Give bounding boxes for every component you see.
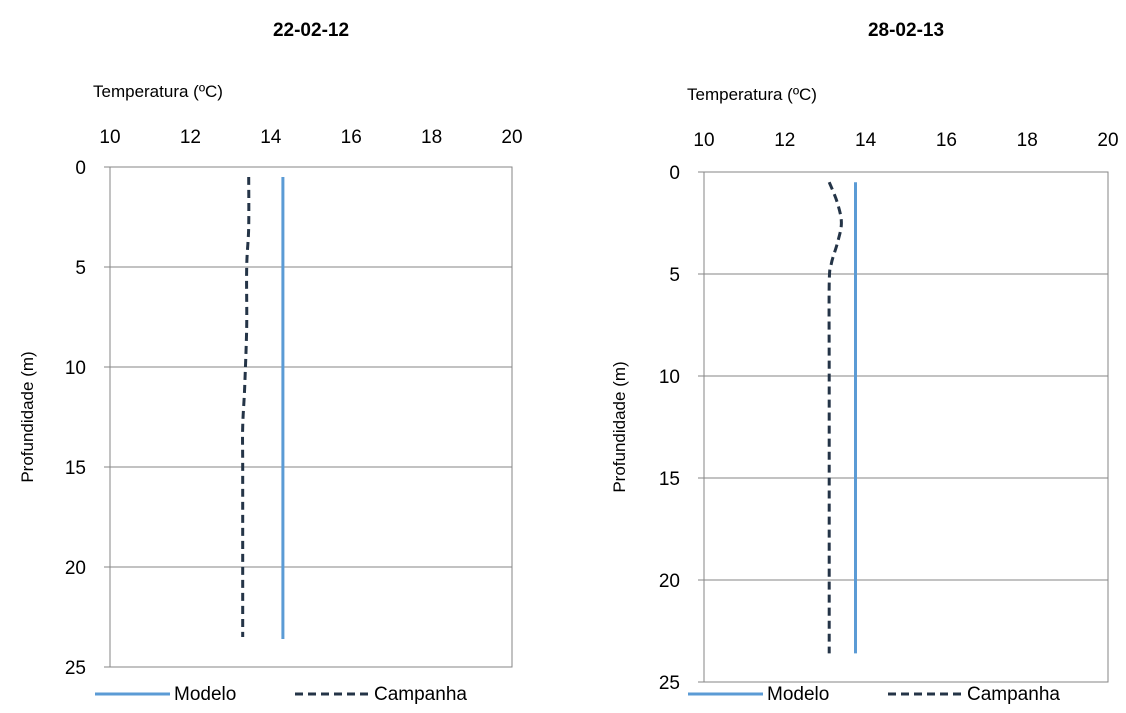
x-tick-label: 20 [1097,130,1118,151]
x-axis-title: Temperatura (ºC) [93,82,223,101]
y-tick-label: 0 [669,163,680,184]
y-tick-label: 0 [75,158,86,179]
x-tick-label: 12 [180,127,201,148]
x-tick-label: 16 [936,130,957,151]
series-line-campanha [241,176,251,637]
x-tick-label: 18 [421,127,442,148]
y-tick-label: 5 [75,258,86,279]
y-tick-label: 15 [65,458,86,479]
y-axis-title: Profundidade (m) [610,361,629,492]
legend-label-modelo: Modelo [767,684,829,705]
legend-label-modelo: Modelo [174,684,236,705]
legend: Modelo Campanha [688,684,1060,705]
y-tick-label: 25 [65,658,86,679]
x-tick-label: 16 [341,127,362,148]
x-tick-label: 10 [99,127,120,148]
legend-label-campanha: Campanha [374,684,467,705]
chart-2: 28-02-13 Temperatura (ºC) 10 12 14 16 18 20 0 5 10… [610,20,1119,705]
legend-label-campanha: Campanha [967,684,1060,705]
plot-area [109,166,513,668]
x-tick-label: 10 [693,130,714,151]
series-line-campanha [827,181,843,654]
x-tick-label: 12 [774,130,795,151]
x-tick-label: 18 [1017,130,1038,151]
plot-area [703,171,1109,683]
x-tick-label: 20 [501,127,522,148]
y-tick-label: 10 [65,358,86,379]
y-axis-title: Profundidade (m) [18,351,37,482]
y-tick-label: 20 [659,571,680,592]
x-axis-title: Temperatura (ºC) [687,85,817,104]
y-tick-label: 15 [659,469,680,490]
y-tick-label: 5 [669,265,680,286]
y-tick-label: 25 [659,673,680,694]
legend: Modelo Campanha [95,684,467,705]
chart-title: 22-02-12 [273,20,349,41]
x-tick-label: 14 [855,130,877,151]
chart-title: 28-02-13 [868,20,944,41]
y-tick-label: 10 [659,367,680,388]
y-tick-label: 20 [65,558,86,579]
chart-1: 22-02-12 Temperatura (ºC) 10 12 14 16 18 20 0 5 10… [18,20,523,705]
x-tick-label: 14 [260,127,282,148]
